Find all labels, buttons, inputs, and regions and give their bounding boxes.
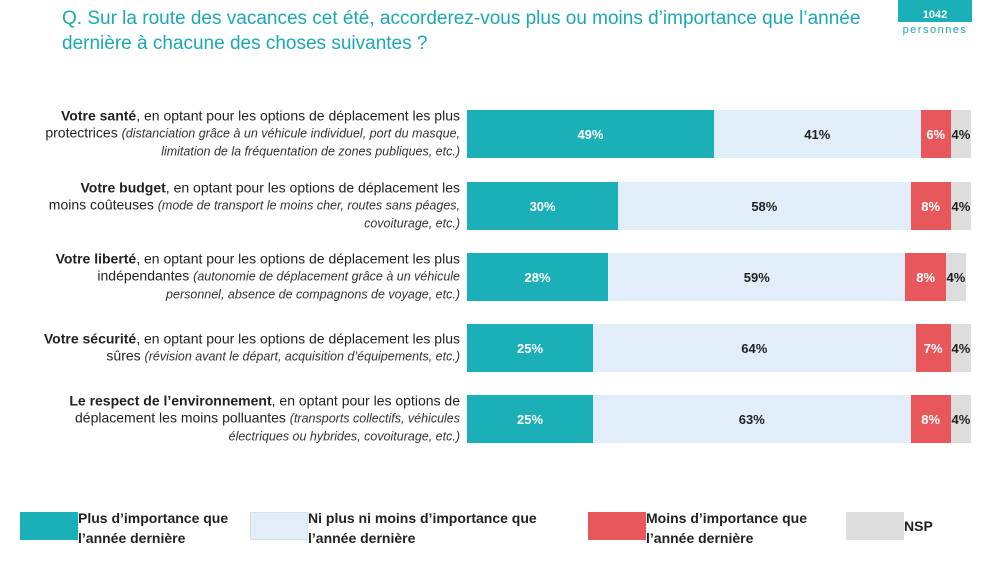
- category-text: , en optant pour les options de déplacem…: [97, 250, 460, 284]
- value-label: 28%: [524, 269, 551, 285]
- category-text: , en optant pour les options de déplacem…: [75, 392, 460, 426]
- value-label: 41%: [804, 126, 831, 142]
- category-text: , en optant pour les options de déplacem…: [106, 330, 460, 364]
- category-bold: Votre santé: [61, 107, 137, 124]
- value-label: 7%: [923, 340, 943, 356]
- category-bold: Votre liberté: [55, 250, 137, 267]
- bar-segment: 4%: [945, 253, 966, 301]
- value-label: 8%: [921, 411, 941, 427]
- bar-segment: 59%: [608, 253, 906, 301]
- category-label: Le respect de l’environnement, en optant…: [40, 393, 460, 446]
- legend-swatch: [588, 512, 646, 540]
- value-label: 63%: [738, 411, 765, 427]
- value-label: 6%: [926, 126, 946, 142]
- category-label: Votre santé, en optant pour les options …: [40, 108, 460, 161]
- category-bold: Votre sécurité: [43, 330, 137, 347]
- value-label: 49%: [577, 126, 604, 142]
- bar-segment: 41%: [713, 110, 921, 158]
- sample-badge: 1042: [898, 0, 972, 22]
- bar-segment: 8%: [910, 395, 951, 443]
- legend-swatch: [846, 512, 904, 540]
- value-label: 4%: [951, 340, 971, 356]
- category-text: , en optant pour les options de déplacem…: [48, 179, 460, 213]
- bar-segment: 8%: [905, 253, 946, 301]
- chart-title: Q. Sur la route des vacances cet été, ac…: [62, 8, 861, 54]
- category-note: (autonomie de déplacement grâce à un véh…: [166, 269, 460, 302]
- value-label: 64%: [741, 340, 768, 356]
- category-text: , en optant pour les options de déplacem…: [45, 107, 460, 141]
- legend-swatch: [20, 512, 78, 540]
- value-label: 30%: [529, 198, 556, 214]
- category-label: Votre liberté, en optant pour les option…: [40, 251, 460, 304]
- legend-label: Ni plus ni moins d’importance que l’anné…: [308, 510, 537, 546]
- category-note: (transports collectifs, véhicules électr…: [228, 411, 460, 444]
- bar-segment: 7%: [915, 324, 951, 372]
- bar-segment: 6%: [920, 110, 951, 158]
- category-note: (distanciation grâce à un véhicule indiv…: [121, 126, 460, 159]
- value-label: 4%: [951, 198, 971, 214]
- category-bold: Votre budget: [80, 179, 166, 196]
- category-label: Votre sécurité, en optant pour les optio…: [40, 331, 460, 366]
- bar-segment: 4%: [950, 110, 971, 158]
- bar-segment: 4%: [950, 182, 971, 230]
- value-label: 8%: [916, 269, 936, 285]
- legend-label: Plus d’importance que l’année dernière: [78, 510, 229, 546]
- category-label: Votre budget, en optant pour les options…: [40, 180, 460, 233]
- value-label: 25%: [516, 411, 544, 427]
- category-note: (révision avant le départ, acquisition d…: [144, 349, 460, 364]
- value-label: 8%: [921, 198, 941, 214]
- bar-segment: 64%: [593, 324, 916, 372]
- sample-label: personnes: [902, 24, 968, 36]
- value-label: 58%: [751, 198, 778, 214]
- legend-swatch: [250, 512, 308, 540]
- bar-segment: 25%: [467, 324, 593, 372]
- bar-segment: 63%: [593, 395, 911, 443]
- bar-segment: 4%: [950, 324, 971, 372]
- bar-segment: 58%: [618, 182, 911, 230]
- category-bold: Le respect de l’environnement: [69, 392, 272, 409]
- bar-segment: 30%: [467, 182, 619, 230]
- value-label: 4%: [946, 269, 966, 285]
- bar-segment: 49%: [467, 110, 714, 158]
- value-label: 4%: [951, 126, 971, 142]
- value-label: 25%: [516, 340, 544, 356]
- bar-segment: 8%: [910, 182, 951, 230]
- value-label: 4%: [951, 411, 971, 427]
- bar-segment: 4%: [950, 395, 971, 443]
- bar-segment: 28%: [467, 253, 609, 301]
- value-label: 59%: [743, 269, 770, 285]
- legend-label: Moins d’importance que l’année dernière: [646, 510, 808, 546]
- bar-segment: 25%: [467, 395, 593, 443]
- category-note: (mode de transport le moins cher, routes…: [157, 198, 460, 231]
- legend-label: NSP: [904, 518, 933, 534]
